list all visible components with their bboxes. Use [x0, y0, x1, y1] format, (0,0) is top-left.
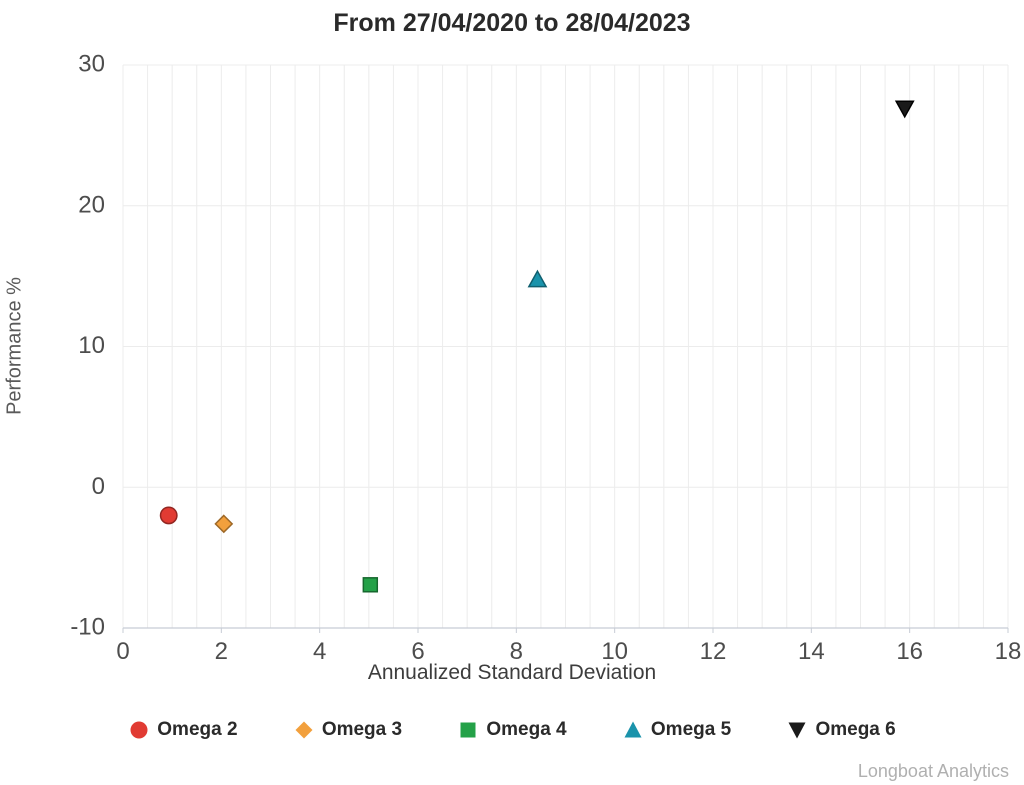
svg-text:4: 4 — [313, 638, 326, 665]
svg-text:-10: -10 — [70, 614, 105, 641]
svg-text:30: 30 — [78, 51, 105, 78]
svg-text:0: 0 — [92, 473, 105, 500]
svg-text:2: 2 — [215, 638, 228, 665]
svg-text:20: 20 — [78, 191, 105, 218]
svg-text:14: 14 — [798, 638, 825, 665]
svg-text:6: 6 — [411, 638, 424, 665]
svg-text:10: 10 — [601, 638, 628, 665]
svg-text:0: 0 — [116, 638, 129, 665]
svg-text:8: 8 — [510, 638, 523, 665]
svg-text:12: 12 — [700, 638, 727, 665]
svg-text:10: 10 — [78, 332, 105, 359]
svg-text:18: 18 — [995, 638, 1022, 665]
svg-text:16: 16 — [896, 638, 923, 665]
